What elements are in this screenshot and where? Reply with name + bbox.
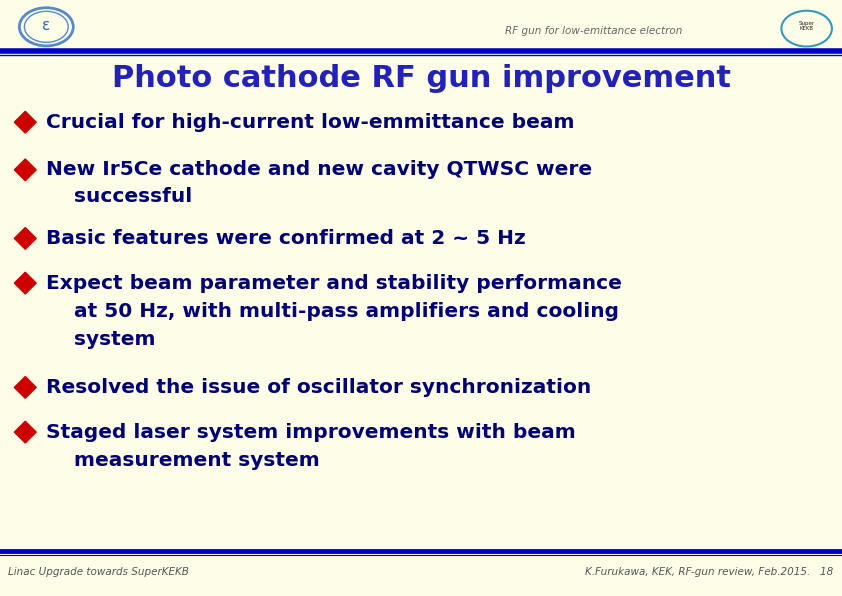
Text: Staged laser system improvements with beam: Staged laser system improvements with be… xyxy=(46,423,576,442)
Polygon shape xyxy=(14,228,36,249)
Text: New Ir5Ce cathode and new cavity QTWSC were: New Ir5Ce cathode and new cavity QTWSC w… xyxy=(46,160,593,179)
Text: RF gun for low-emittance electron: RF gun for low-emittance electron xyxy=(505,26,683,36)
Text: Photo cathode RF gun improvement: Photo cathode RF gun improvement xyxy=(111,64,731,93)
Polygon shape xyxy=(14,111,36,133)
Text: Resolved the issue of oscillator synchronization: Resolved the issue of oscillator synchro… xyxy=(46,378,592,397)
Polygon shape xyxy=(14,272,36,294)
Text: successful: successful xyxy=(46,187,193,206)
Text: Expect beam parameter and stability performance: Expect beam parameter and stability perf… xyxy=(46,274,622,293)
Polygon shape xyxy=(14,159,36,181)
Text: system: system xyxy=(46,330,156,349)
Text: ε: ε xyxy=(42,17,51,33)
Polygon shape xyxy=(14,421,36,443)
Polygon shape xyxy=(14,377,36,398)
Text: Super
KEKB: Super KEKB xyxy=(798,21,815,32)
Text: at 50 Hz, with multi-pass amplifiers and cooling: at 50 Hz, with multi-pass amplifiers and… xyxy=(46,302,620,321)
Text: K.Furukawa, KEK, RF-gun review, Feb.2015.   18: K.Furukawa, KEK, RF-gun review, Feb.2015… xyxy=(585,567,834,577)
Text: Crucial for high-current low-emmittance beam: Crucial for high-current low-emmittance … xyxy=(46,113,575,132)
Text: Basic features were confirmed at 2 ~ 5 Hz: Basic features were confirmed at 2 ~ 5 H… xyxy=(46,229,526,248)
Text: measurement system: measurement system xyxy=(46,451,320,470)
Text: Linac Upgrade towards SuperKEKB: Linac Upgrade towards SuperKEKB xyxy=(8,567,189,577)
